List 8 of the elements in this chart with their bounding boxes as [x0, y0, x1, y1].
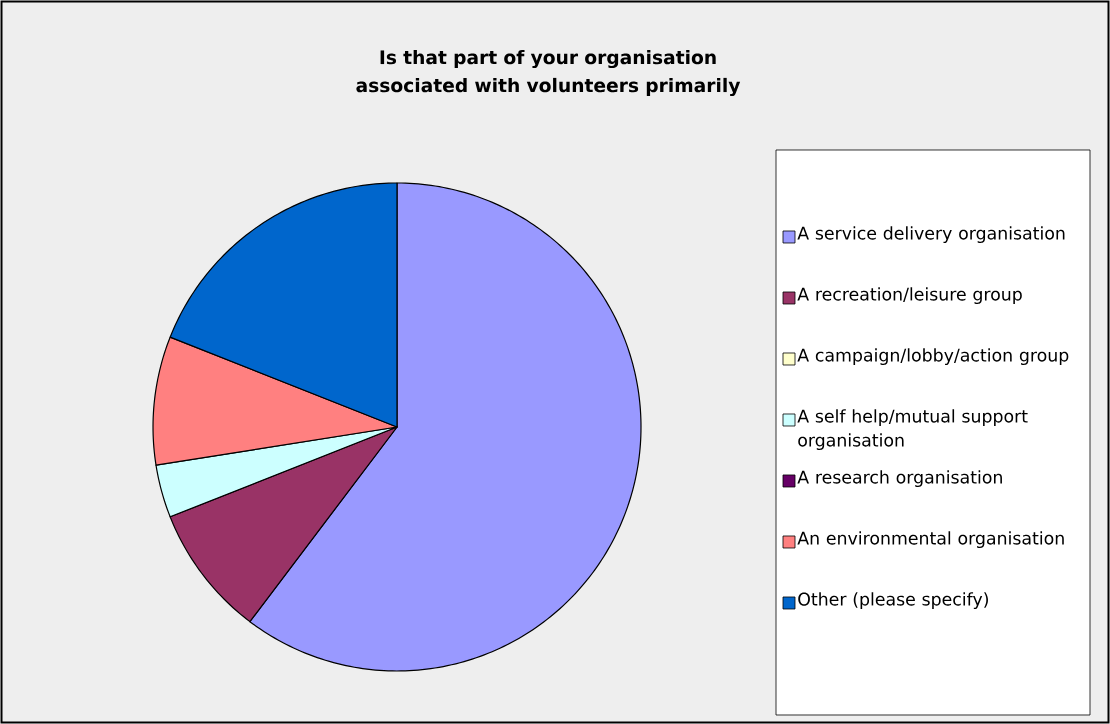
chart-title: Is that part of your organisation associated with volunteers primarily	[356, 49, 741, 97]
legend-label: A service delivery organisation	[797, 226, 1065, 244]
legend-label: Other (please specify)	[798, 592, 988, 610]
legend-label: A research organisation	[797, 470, 1002, 488]
legend-label: An environmental organisation	[797, 531, 1064, 549]
legend-label: A recreation/leisure group	[797, 287, 1022, 305]
legend-label: A campaign/lobby/action group	[797, 348, 1069, 366]
legend-label: A self help/mutual support organisation	[797, 409, 1028, 451]
